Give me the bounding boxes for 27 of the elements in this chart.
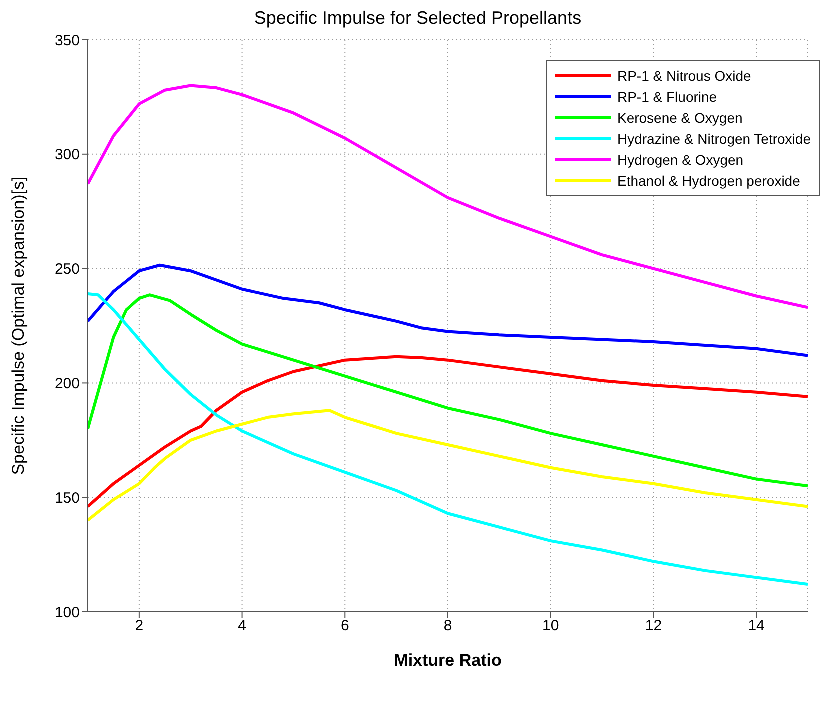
x-tick-label: 8: [444, 618, 452, 635]
y-tick-label: 200: [54, 376, 80, 393]
line-series: [88, 294, 808, 488]
legend-label: Ethanol & Hydrogen peroxide: [617, 172, 800, 188]
line-series: [88, 264, 808, 358]
line-series: [88, 409, 808, 522]
line-series: [88, 292, 808, 586]
line-series: [88, 355, 808, 508]
x-tick-label: 14: [748, 618, 765, 635]
y-tick-label: 250: [54, 261, 80, 278]
x-tick-label: 6: [340, 618, 350, 635]
y-axis-title: Specific Impulse (Optimal expansion)[s]: [9, 176, 28, 476]
x-tick-label: 2: [135, 618, 144, 635]
legend-label: Hydrogen & Oxygen: [617, 152, 744, 168]
y-tick-label: 100: [54, 604, 80, 622]
y-tick-label: 350: [54, 32, 80, 50]
legend-label: Hydrazine & Nitrogen Tetroxide: [617, 130, 811, 146]
legend-label: RP-1 & Nitrous Oxide: [617, 68, 752, 84]
x-tick-label: 10: [542, 618, 560, 635]
y-tick-label: 150: [54, 490, 80, 507]
chart-title: Specific Impulse for Selected Propellants: [253, 8, 583, 30]
x-tick-label: 4: [238, 618, 246, 635]
x-tick-label: 12: [645, 618, 662, 635]
y-tick-label: 300: [54, 146, 80, 164]
x-axis-title: Mixture Ratio: [394, 651, 502, 670]
legend-label: Kerosene & Oxygen: [617, 110, 743, 126]
legend-label: RP-1 & Fluorine: [617, 88, 718, 104]
